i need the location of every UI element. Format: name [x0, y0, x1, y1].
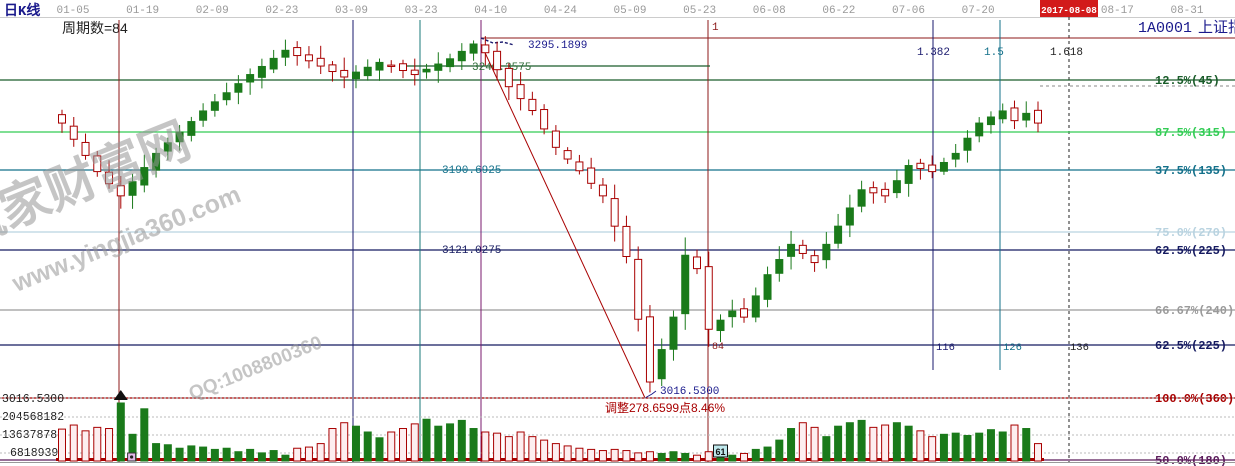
svg-text:136: 136	[1070, 342, 1089, 354]
svg-text:3016.5300: 3016.5300	[660, 386, 719, 398]
svg-text:3295.1899: 3295.1899	[528, 40, 587, 52]
svg-text:调整278.6599点8.46%: 调整278.6599点8.46%	[605, 400, 725, 415]
svg-text:1: 1	[712, 22, 719, 34]
svg-text:02-23: 02-23	[265, 5, 298, 17]
svg-text:116: 116	[936, 342, 955, 354]
svg-text:75.0%(270): 75.0%(270)	[1155, 226, 1227, 240]
svg-text:62.5%(225): 62.5%(225)	[1155, 244, 1227, 258]
svg-text:03-23: 03-23	[405, 5, 438, 17]
svg-text:3016.5300: 3016.5300	[2, 393, 64, 406]
svg-text:84: 84	[712, 342, 724, 353]
svg-text:50.0%(180): 50.0%(180)	[1155, 454, 1227, 466]
svg-text:87.5%(315): 87.5%(315)	[1155, 126, 1227, 140]
svg-text:1.5: 1.5	[984, 47, 1004, 59]
svg-text:日K线: 日K线	[4, 2, 40, 20]
svg-text:08-17: 08-17	[1101, 5, 1134, 17]
svg-text:05-23: 05-23	[683, 5, 716, 17]
svg-text:1A0001: 1A0001	[1138, 20, 1192, 37]
svg-text:04-24: 04-24	[544, 5, 577, 17]
svg-text:61: 61	[716, 447, 726, 457]
svg-text:01-05: 01-05	[56, 5, 89, 17]
svg-text:02-09: 02-09	[196, 5, 229, 17]
svg-text:1.382: 1.382	[917, 47, 950, 59]
svg-text:3240.3575: 3240.3575	[472, 62, 531, 74]
svg-text:06-22: 06-22	[822, 5, 855, 17]
svg-text:100.0%(360): 100.0%(360)	[1155, 392, 1234, 406]
svg-text:01-19: 01-19	[126, 5, 159, 17]
svg-text:08-31: 08-31	[1170, 5, 1203, 17]
svg-text:04-10: 04-10	[474, 5, 507, 17]
svg-text:07-06: 07-06	[892, 5, 925, 17]
svg-text:05-09: 05-09	[613, 5, 646, 17]
svg-text:37.5%(135): 37.5%(135)	[1155, 164, 1227, 178]
svg-text:62.5%(225): 62.5%(225)	[1155, 339, 1227, 353]
svg-text:3190.6925: 3190.6925	[442, 165, 501, 177]
svg-text:3121.0275: 3121.0275	[442, 245, 501, 257]
svg-text:上证指数: 上证指数	[1198, 19, 1235, 36]
svg-text:66.67%(240): 66.67%(240)	[1155, 304, 1234, 318]
svg-text:03-09: 03-09	[335, 5, 368, 17]
svg-text:2017-08-08: 2017-08-08	[1041, 5, 1097, 16]
svg-text:1.618: 1.618	[1050, 47, 1083, 59]
svg-text:126: 126	[1003, 342, 1022, 354]
svg-text:周期数=84: 周期数=84	[62, 20, 128, 36]
svg-text:06-08: 06-08	[753, 5, 786, 17]
svg-text:07-20: 07-20	[962, 5, 995, 17]
